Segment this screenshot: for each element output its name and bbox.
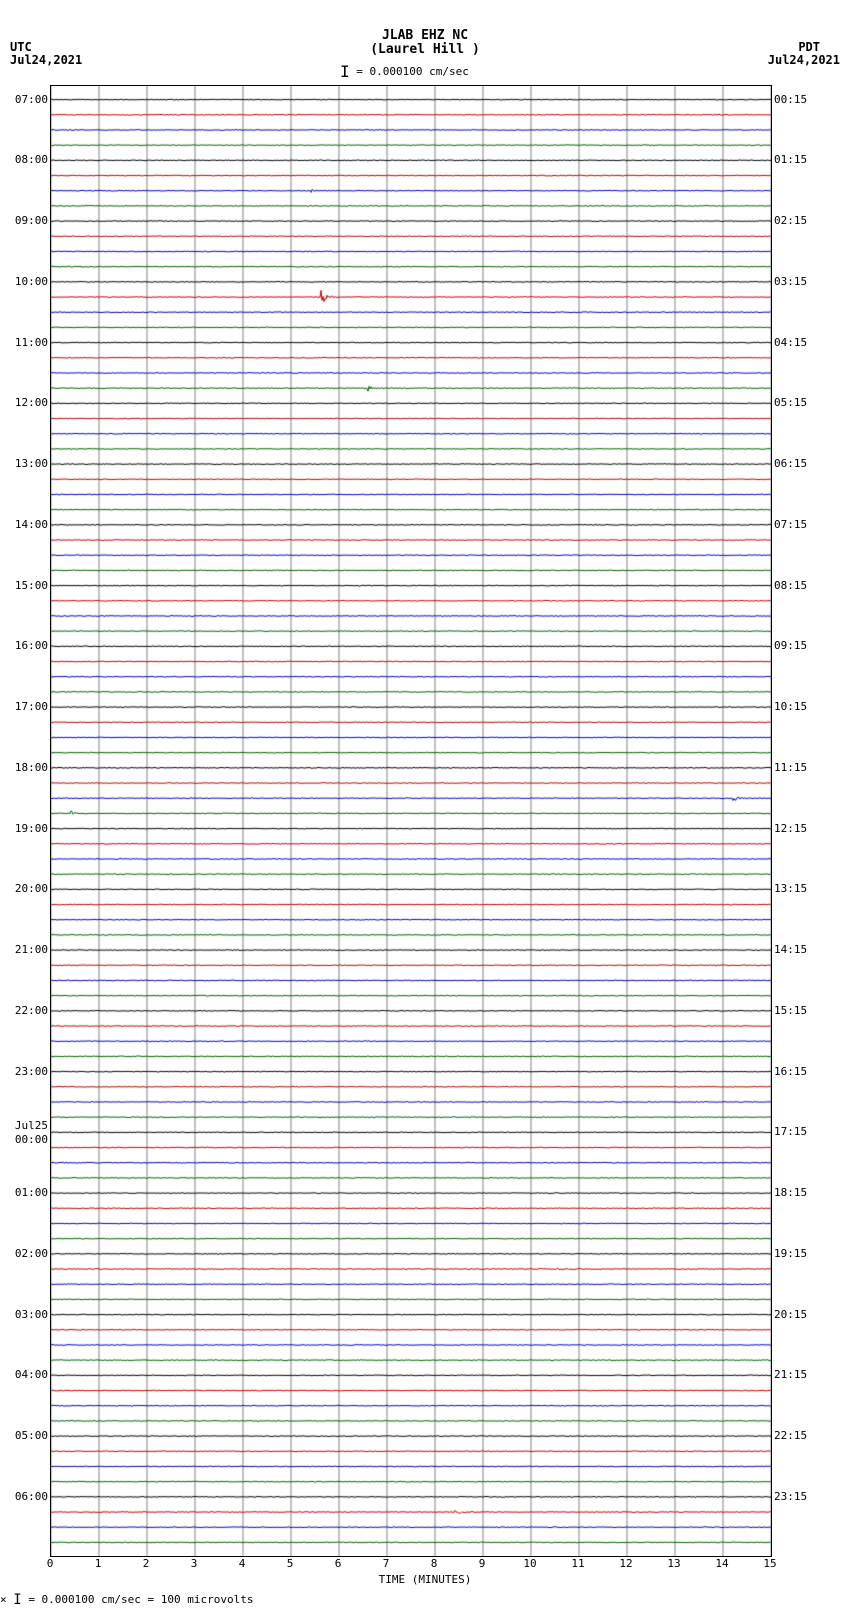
right-hour-label: 20:15 [774,1308,829,1321]
right-hour-label: 13:15 [774,882,829,895]
left-hour-label: 04:00 [6,1368,48,1381]
left-hour-label: 00:00 [6,1133,48,1146]
left-hour-label: 06:00 [6,1490,48,1503]
seismogram-canvas [51,86,771,1556]
right-hour-label: 09:15 [774,639,829,652]
left-hour-label: 01:00 [6,1186,48,1199]
scale-text: = 0.000100 cm/sec [356,65,469,78]
plot-area [50,85,772,1557]
right-hour-label: 23:15 [774,1490,829,1503]
left-hour-label: 17:00 [6,700,48,713]
left-hour-label: 19:00 [6,822,48,835]
right-hour-label: 12:15 [774,822,829,835]
left-hour-label: 20:00 [6,882,48,895]
x-tick-label: 2 [134,1557,158,1570]
left-date-break: Jul25 [6,1119,48,1132]
x-tick-label: 10 [518,1557,542,1570]
right-hour-label: 21:15 [774,1368,829,1381]
station-title: JLAB EHZ NC [382,28,468,43]
right-hour-label: 00:15 [774,93,829,106]
right-hour-label: 10:15 [774,700,829,713]
x-tick-label: 0 [38,1557,62,1570]
station-location: (Laurel Hill ) [370,42,480,57]
x-axis-title: TIME (MINUTES) [379,1573,472,1586]
x-tick-label: 1 [86,1557,110,1570]
left-date: Jul24,2021 [10,53,82,67]
x-tick-label: 12 [614,1557,638,1570]
left-hour-label: 03:00 [6,1308,48,1321]
left-hour-label: 09:00 [6,214,48,227]
left-hour-label: 08:00 [6,153,48,166]
right-hour-label: 22:15 [774,1429,829,1442]
left-hour-label: 10:00 [6,275,48,288]
footer-scale: × I = 0.000100 cm/sec = 100 microvolts [0,1591,253,1607]
left-hour-label: 18:00 [6,761,48,774]
right-hour-label: 14:15 [774,943,829,956]
left-hour-label: 05:00 [6,1429,48,1442]
right-hour-label: 02:15 [774,214,829,227]
right-hour-label: 18:15 [774,1186,829,1199]
x-tick-label: 11 [566,1557,590,1570]
left-hour-label: 14:00 [6,518,48,531]
right-tz: PDT [798,40,820,54]
x-tick-label: 8 [422,1557,446,1570]
right-hour-label: 06:15 [774,457,829,470]
left-hour-label: 11:00 [6,336,48,349]
scale-bar: I = 0.000100 cm/sec [340,60,469,79]
x-tick-label: 6 [326,1557,350,1570]
left-tz: UTC [10,40,32,54]
right-hour-label: 17:15 [774,1125,829,1138]
right-hour-label: 03:15 [774,275,829,288]
left-hour-label: 22:00 [6,1004,48,1017]
footer-prefix: × [0,1593,7,1606]
x-tick-label: 5 [278,1557,302,1570]
right-hour-label: 01:15 [774,153,829,166]
left-hour-label: 21:00 [6,943,48,956]
right-hour-label: 11:15 [774,761,829,774]
right-hour-label: 07:15 [774,518,829,531]
left-hour-label: 23:00 [6,1065,48,1078]
right-hour-label: 15:15 [774,1004,829,1017]
right-hour-label: 05:15 [774,396,829,409]
right-hour-label: 04:15 [774,336,829,349]
left-hour-label: 15:00 [6,579,48,592]
right-date: Jul24,2021 [768,53,840,67]
footer-main: = 0.000100 cm/sec = 100 microvolts [28,1593,253,1606]
left-hour-label: 12:00 [6,396,48,409]
right-hour-label: 16:15 [774,1065,829,1078]
x-tick-label: 9 [470,1557,494,1570]
x-tick-label: 13 [662,1557,686,1570]
x-tick-label: 14 [710,1557,734,1570]
x-tick-label: 3 [182,1557,206,1570]
right-hour-label: 19:15 [774,1247,829,1260]
left-hour-label: 13:00 [6,457,48,470]
left-hour-label: 02:00 [6,1247,48,1260]
seismogram-container: JLAB EHZ NC (Laurel Hill ) I = 0.000100 … [0,0,850,1613]
left-hour-label: 07:00 [6,93,48,106]
x-tick-label: 4 [230,1557,254,1570]
right-hour-label: 08:15 [774,579,829,592]
x-tick-label: 15 [758,1557,782,1570]
left-hour-label: 16:00 [6,639,48,652]
x-tick-label: 7 [374,1557,398,1570]
